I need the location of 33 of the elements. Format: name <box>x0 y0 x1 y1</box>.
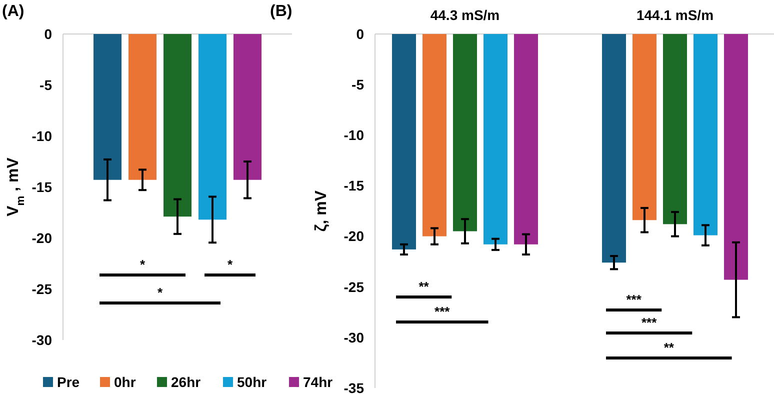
legend-label: 0hr <box>114 374 136 390</box>
annotation: ** <box>418 279 430 294</box>
y-tick-label: -10 <box>344 127 364 144</box>
y-tick-label: -5 <box>352 76 364 92</box>
annotation: *** <box>434 304 451 319</box>
annotation: *** <box>641 315 658 330</box>
y-tick-label: -5 <box>40 76 52 93</box>
chart-title: (B) <box>270 3 292 20</box>
y-tick-label: -15 <box>32 178 52 195</box>
y-tick-label: -25 <box>344 278 364 295</box>
legend-label: Pre <box>57 374 80 390</box>
x-tick-label: 144.1 mS/m <box>636 7 714 23</box>
annotation: * <box>227 257 234 272</box>
y-tick-label: -25 <box>32 280 52 297</box>
legend-label: 26hr <box>171 374 202 390</box>
y-axis-title: ζ, mV <box>313 190 330 232</box>
y-tick-label: -35 <box>344 380 364 394</box>
y-tick-label: 0 <box>356 26 364 42</box>
chart-title: (A) <box>2 3 24 20</box>
annotation: * <box>140 257 146 272</box>
y-tick-label: 0 <box>44 26 52 42</box>
legend-label: 50hr <box>237 374 268 390</box>
annotation: * <box>157 285 164 300</box>
x-tick-label: 44.3 mS/m <box>430 7 500 23</box>
y-tick-label: -30 <box>32 332 52 348</box>
y-tick-label: -10 <box>32 128 52 144</box>
annotation: ** <box>664 340 675 355</box>
y-tick-label: -30 <box>344 329 364 346</box>
y-tick-label: -20 <box>344 228 364 244</box>
legend-label: 74hr <box>303 374 334 390</box>
y-tick-label: -15 <box>344 178 364 194</box>
y-tick-label: -20 <box>32 230 52 246</box>
annotation: *** <box>626 292 642 307</box>
